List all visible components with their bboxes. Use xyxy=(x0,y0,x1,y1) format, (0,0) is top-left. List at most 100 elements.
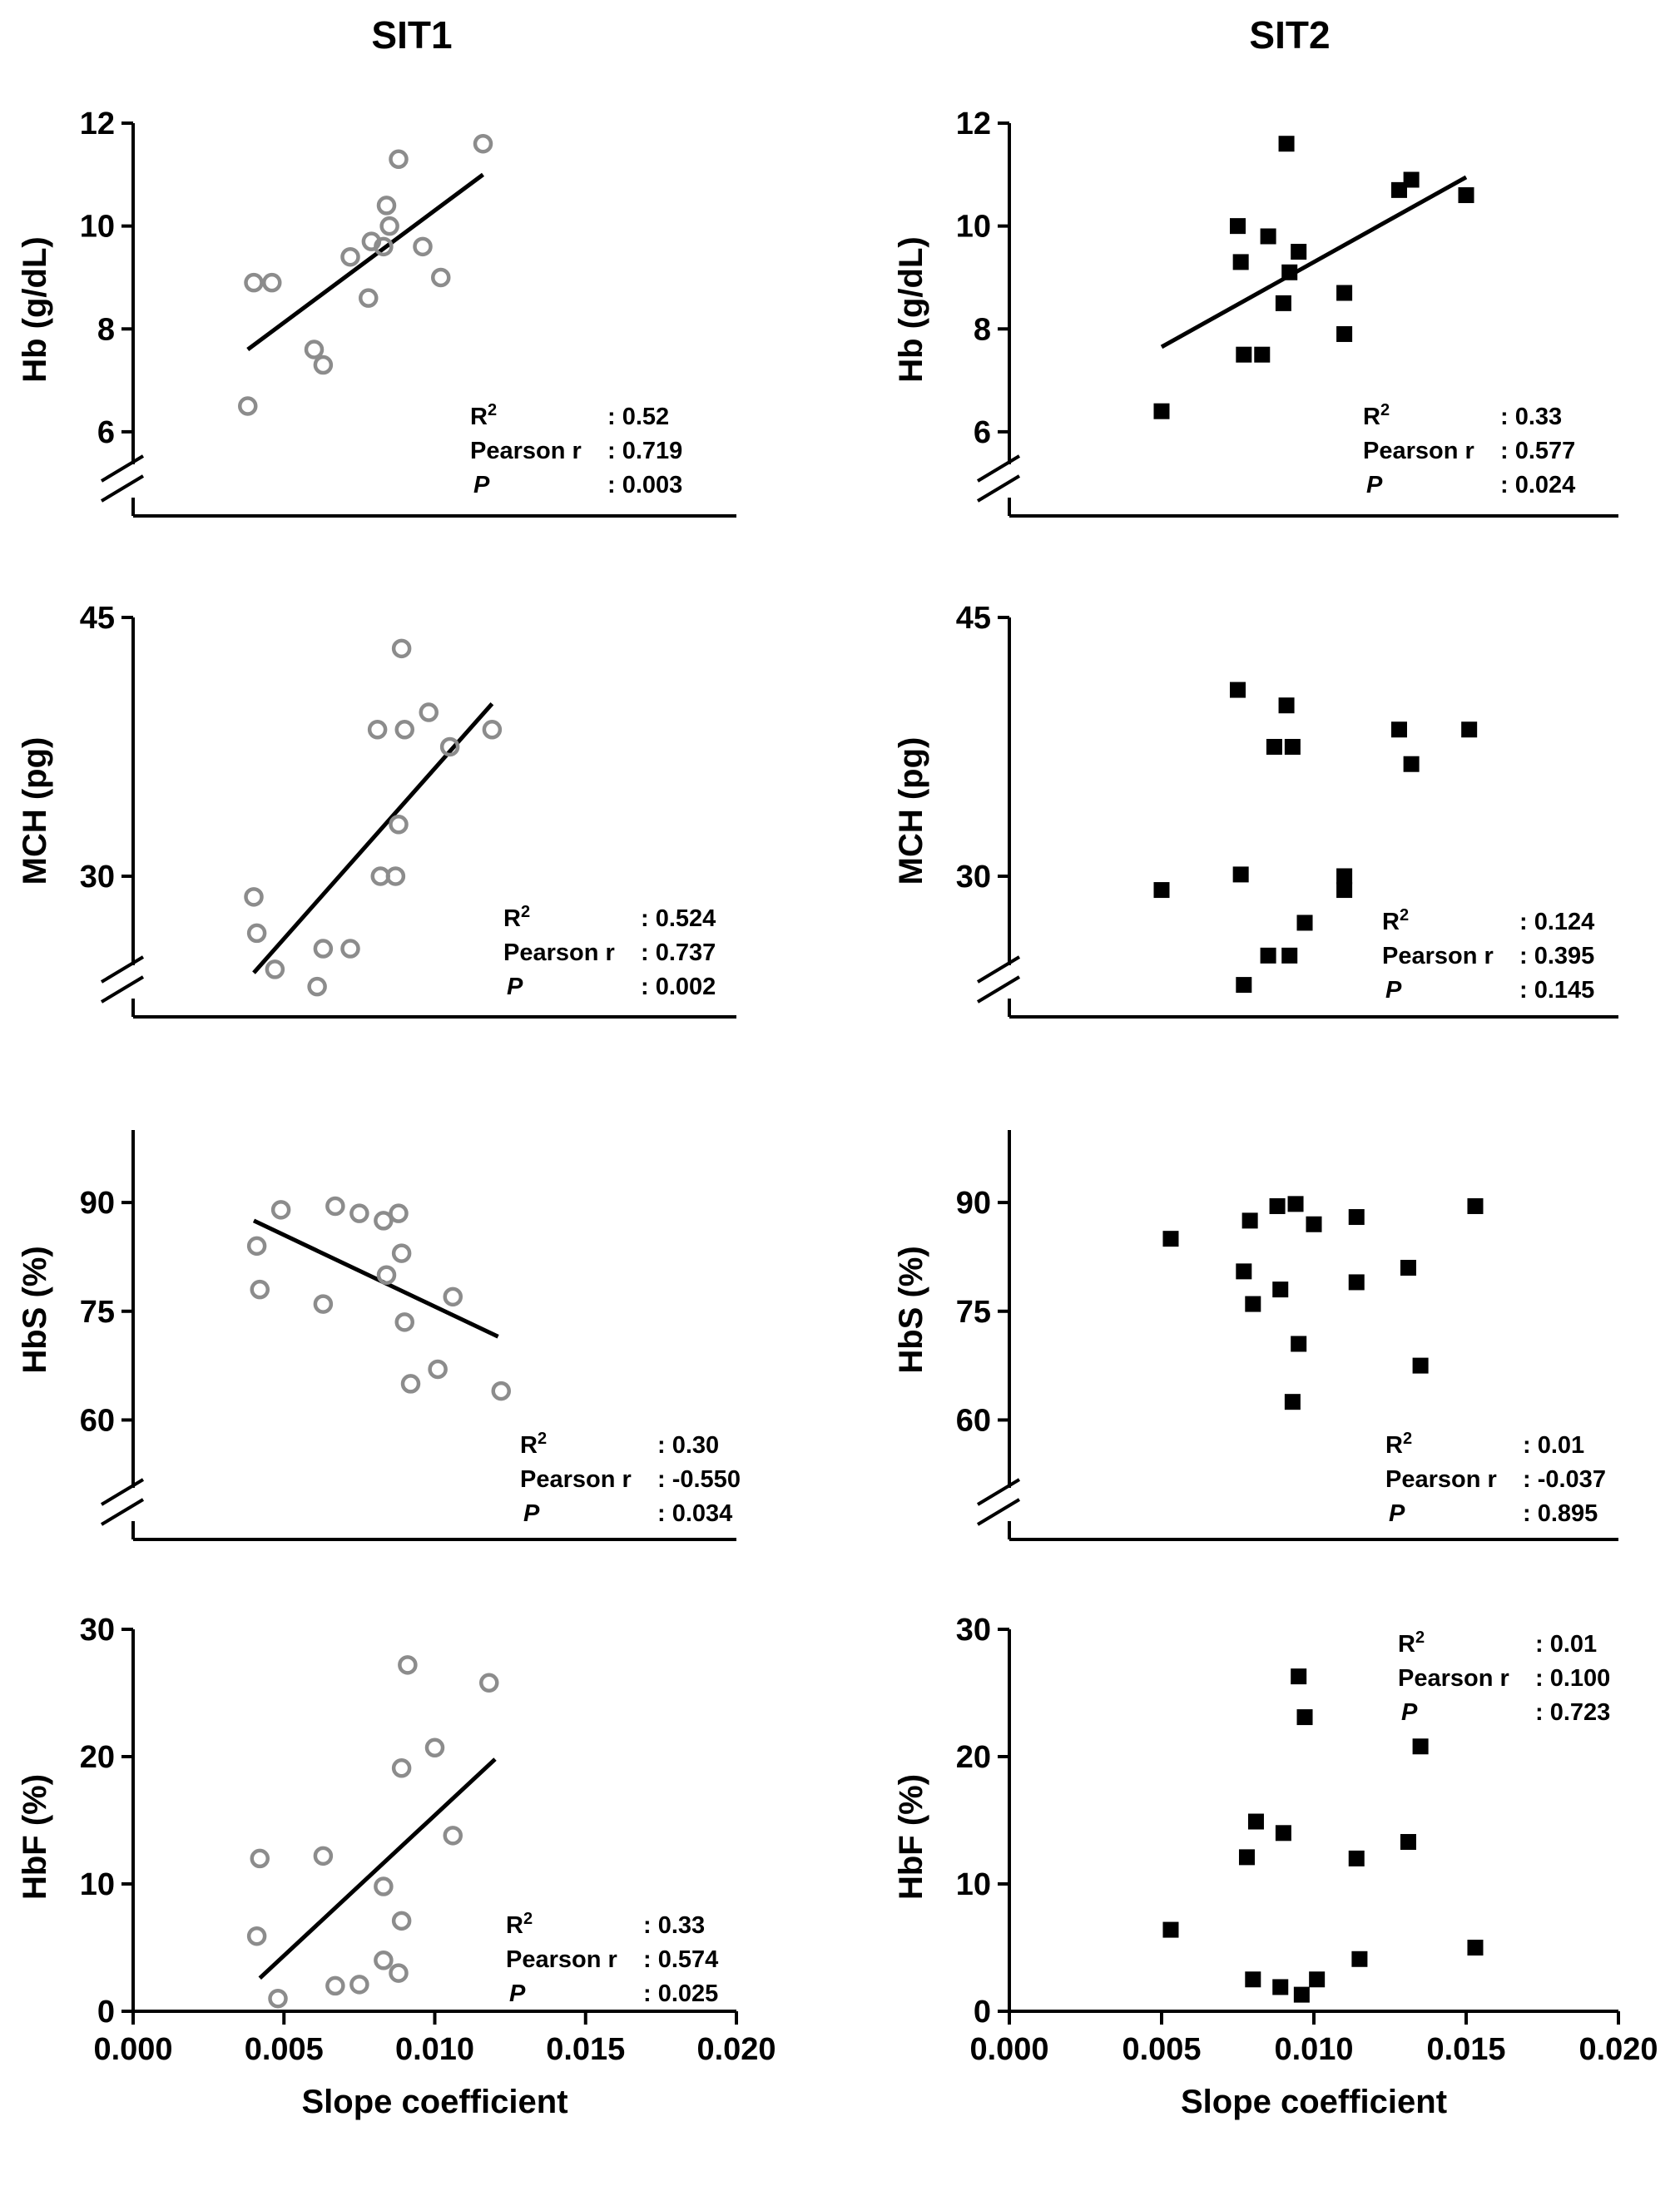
panel-hbf-sit2: 0 10 20 30 0.000 0.005 0.010 0.015 0.020 Slope co… xyxy=(893,1613,1658,2120)
x-tick-label: 0.010 xyxy=(395,2032,474,2067)
data-point xyxy=(1291,1336,1307,1352)
stat-r2-value: : 0.33 xyxy=(1500,404,1562,430)
data-point xyxy=(1291,244,1307,260)
panel-mch-sit2: 30 45 MCH (pg) R2: 0.124 Pearson r: 0.395 P: … xyxy=(893,601,1618,1019)
column-title-sit1: SIT1 xyxy=(371,13,452,57)
data-point xyxy=(1254,346,1271,363)
data-point xyxy=(1153,882,1170,899)
stat-p-value: : 0.025 xyxy=(643,1980,718,2007)
axis-break-mark xyxy=(100,474,145,503)
stat-r2-value: : 0.30 xyxy=(657,1432,719,1459)
data-point xyxy=(1236,977,1252,994)
data-point xyxy=(359,288,379,308)
stat-pearson-value: : -0.550 xyxy=(657,1466,741,1493)
stat-pearson-value: : 0.737 xyxy=(641,939,716,966)
data-point xyxy=(443,1826,463,1846)
data-point xyxy=(1281,264,1298,280)
data-point xyxy=(1269,1197,1286,1214)
data-point xyxy=(340,246,360,267)
stat-pearson-value: : 0.395 xyxy=(1519,943,1594,969)
stat-r2-label: R2 xyxy=(1385,1430,1412,1459)
panel-hbf-sit1: 0 10 20 30 0.000 0.005 0.010 0.015 0.020 Slope co… xyxy=(17,1613,776,2120)
data-point xyxy=(1236,1263,1252,1280)
data-point xyxy=(1400,1260,1416,1276)
axis-break-mark xyxy=(976,1478,1021,1506)
panel-hb-sit1: 6 8 10 12 Hb (g/dL) R2: 0.52 Pearson r: 0.719 P… xyxy=(17,107,736,518)
data-point xyxy=(374,1876,394,1896)
data-point xyxy=(419,702,439,722)
data-point xyxy=(262,272,282,293)
y-tick-label: 6 xyxy=(97,415,115,450)
stat-r2-superscript: 2 xyxy=(1403,1430,1412,1448)
data-point xyxy=(1236,346,1252,363)
data-point xyxy=(1278,697,1295,714)
stat-pearson-label: Pearson r xyxy=(506,1946,617,1973)
data-point xyxy=(1467,1197,1484,1214)
data-point xyxy=(1291,1668,1307,1685)
y-tick-label: 0 xyxy=(97,1995,115,2030)
data-point xyxy=(250,1279,270,1300)
data-point xyxy=(479,1673,499,1693)
axis-break-mark xyxy=(100,955,145,984)
stat-r2-superscript: 2 xyxy=(1415,1628,1425,1647)
data-point xyxy=(1241,1212,1258,1229)
data-point xyxy=(391,1758,412,1778)
axis-break-mark xyxy=(100,1498,145,1526)
stat-r2-value: : 0.124 xyxy=(1519,909,1594,935)
y-tick-label: 30 xyxy=(80,860,115,895)
x-axis-label: Slope coefficient xyxy=(301,2084,567,2120)
data-point xyxy=(491,1381,511,1401)
stat-pearson-value: : 0.574 xyxy=(643,1946,718,1973)
y-axis-label: Hb (g/dL) xyxy=(17,236,53,383)
axis-break-mark xyxy=(976,1498,1021,1526)
y-tick-label: 90 xyxy=(956,1186,991,1221)
data-point xyxy=(1336,882,1353,899)
stat-r2-superscript: 2 xyxy=(538,1430,547,1448)
data-point xyxy=(1309,1971,1326,1988)
data-point xyxy=(1245,1296,1261,1312)
data-point xyxy=(1296,915,1313,931)
data-point xyxy=(1412,1357,1429,1374)
data-point xyxy=(304,340,325,359)
data-point xyxy=(374,1211,394,1231)
y-tick-label: 30 xyxy=(956,860,991,895)
y-tick-label: 20 xyxy=(80,1740,115,1775)
data-point xyxy=(443,1286,463,1307)
data-point xyxy=(1278,136,1295,152)
x-tick-label: 0.020 xyxy=(696,2032,776,2067)
y-tick-label: 8 xyxy=(974,312,991,347)
data-point xyxy=(413,236,433,257)
stat-r2-label: R2 xyxy=(1363,401,1390,430)
data-point xyxy=(400,1374,421,1394)
stat-r2-label: R2 xyxy=(470,401,497,430)
regression-line xyxy=(258,1757,497,1980)
y-tick-label: 90 xyxy=(80,1186,115,1221)
y-tick-label: 10 xyxy=(956,1867,991,1902)
data-point xyxy=(391,1243,412,1263)
stat-r2-superscript: 2 xyxy=(1400,906,1409,924)
data-point xyxy=(482,720,503,740)
stat-pearson-value: : 0.577 xyxy=(1500,438,1575,464)
data-point xyxy=(246,923,267,944)
data-point xyxy=(367,720,388,740)
data-point xyxy=(1351,1951,1368,1967)
data-point xyxy=(1232,866,1249,883)
stat-pearson-value: : -0.037 xyxy=(1523,1466,1606,1493)
stat-pearson-label: Pearson r xyxy=(1385,1466,1497,1493)
data-point xyxy=(376,1265,397,1285)
data-point xyxy=(398,1655,418,1675)
data-point xyxy=(389,1963,409,1983)
panel-hb-sit2: 6 8 10 12 Hb (g/dL) R2: 0.33 Pearson r: 0.577 P… xyxy=(893,107,1618,518)
data-point xyxy=(1336,285,1353,301)
stat-pearson-label: Pearson r xyxy=(1398,1665,1509,1692)
stat-r2-superscript: 2 xyxy=(523,1910,533,1928)
data-point xyxy=(394,1312,414,1332)
data-point xyxy=(1403,756,1420,772)
data-point xyxy=(1348,1209,1365,1226)
data-point xyxy=(1336,325,1353,342)
stat-r2-label: R2 xyxy=(520,1430,547,1459)
data-point xyxy=(1336,868,1353,885)
data-point xyxy=(1293,1986,1310,2003)
stat-r2-value: : 0.52 xyxy=(607,404,669,430)
